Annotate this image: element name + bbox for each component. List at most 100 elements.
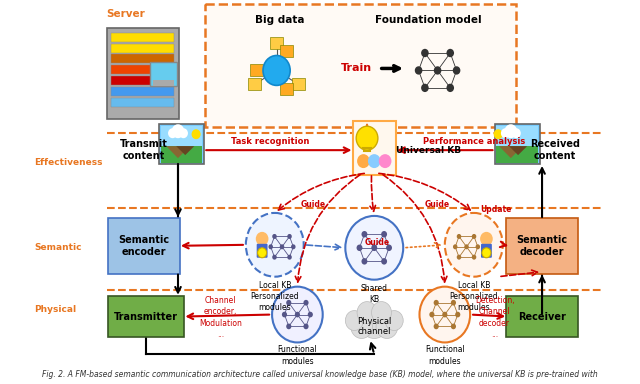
- Circle shape: [368, 154, 381, 168]
- Circle shape: [453, 244, 458, 249]
- Circle shape: [280, 244, 284, 249]
- Circle shape: [362, 231, 367, 237]
- Circle shape: [445, 213, 502, 277]
- Bar: [153, 80, 174, 86]
- Circle shape: [379, 154, 392, 168]
- Text: Local KB
Personalized
modules: Local KB Personalized modules: [250, 281, 299, 312]
- Text: Functional
modules: Functional modules: [425, 346, 465, 366]
- FancyBboxPatch shape: [481, 244, 492, 258]
- Bar: [111, 43, 174, 53]
- Text: Effectiveness: Effectiveness: [34, 157, 102, 167]
- Text: Physical: Physical: [34, 305, 76, 314]
- FancyBboxPatch shape: [257, 244, 268, 258]
- FancyBboxPatch shape: [495, 124, 540, 164]
- Circle shape: [415, 66, 422, 74]
- Text: Received
content: Received content: [530, 139, 580, 161]
- FancyBboxPatch shape: [353, 121, 396, 175]
- Circle shape: [357, 154, 370, 168]
- Bar: [250, 65, 263, 76]
- Circle shape: [476, 244, 480, 249]
- Text: Update: Update: [480, 205, 511, 214]
- Bar: [280, 45, 293, 58]
- Text: Train: Train: [340, 63, 372, 73]
- Polygon shape: [499, 146, 523, 158]
- Circle shape: [429, 312, 435, 318]
- Bar: [248, 78, 261, 90]
- Text: Fig. 2. A FM-based semantic communication architecture called universal knowledg: Fig. 2. A FM-based semantic communicatio…: [42, 370, 598, 379]
- Bar: [270, 36, 283, 48]
- Circle shape: [282, 312, 287, 318]
- Bar: [111, 55, 174, 63]
- Circle shape: [434, 66, 442, 74]
- Circle shape: [493, 129, 502, 139]
- Circle shape: [362, 258, 367, 265]
- FancyBboxPatch shape: [108, 218, 180, 274]
- Circle shape: [501, 128, 510, 138]
- Circle shape: [346, 216, 403, 280]
- Circle shape: [356, 245, 362, 251]
- Circle shape: [482, 248, 491, 258]
- Text: Detection,
Channel
decoder
...: Detection, Channel decoder ...: [475, 296, 515, 339]
- FancyBboxPatch shape: [108, 296, 184, 338]
- FancyBboxPatch shape: [150, 63, 177, 86]
- Circle shape: [457, 255, 461, 260]
- Circle shape: [381, 258, 387, 265]
- Polygon shape: [176, 146, 195, 155]
- Circle shape: [356, 126, 378, 150]
- Circle shape: [272, 255, 276, 260]
- Circle shape: [421, 49, 429, 57]
- Circle shape: [286, 324, 291, 329]
- Circle shape: [287, 234, 292, 239]
- Text: Big data: Big data: [255, 15, 304, 25]
- Circle shape: [287, 255, 292, 260]
- Circle shape: [421, 84, 429, 92]
- Circle shape: [451, 324, 456, 329]
- Circle shape: [434, 300, 439, 306]
- Circle shape: [246, 213, 304, 277]
- Circle shape: [291, 244, 296, 249]
- Circle shape: [455, 312, 460, 318]
- Circle shape: [272, 234, 276, 239]
- Bar: [111, 76, 174, 85]
- Circle shape: [303, 300, 308, 306]
- Circle shape: [504, 124, 517, 138]
- Text: Semantic: Semantic: [34, 243, 82, 252]
- Circle shape: [179, 128, 188, 138]
- Circle shape: [308, 312, 313, 318]
- Bar: [497, 146, 538, 163]
- Text: Semantic
encoder: Semantic encoder: [118, 235, 170, 257]
- Circle shape: [385, 311, 403, 331]
- Circle shape: [295, 312, 300, 318]
- Text: Guide: Guide: [425, 200, 450, 209]
- FancyBboxPatch shape: [497, 126, 538, 146]
- Circle shape: [381, 231, 387, 237]
- Circle shape: [268, 244, 273, 249]
- Circle shape: [457, 234, 461, 239]
- Circle shape: [256, 232, 268, 246]
- Circle shape: [263, 56, 290, 85]
- FancyBboxPatch shape: [506, 296, 578, 338]
- Circle shape: [472, 255, 476, 260]
- Text: Channel
encoder,
Modulation
...: Channel encoder, Modulation ...: [199, 296, 242, 339]
- Circle shape: [372, 301, 392, 324]
- Bar: [111, 65, 174, 74]
- Bar: [111, 88, 174, 96]
- Text: Foundation model: Foundation model: [375, 15, 482, 25]
- FancyBboxPatch shape: [159, 124, 204, 164]
- FancyBboxPatch shape: [106, 28, 179, 119]
- Circle shape: [464, 244, 468, 249]
- Circle shape: [480, 232, 493, 246]
- Circle shape: [272, 287, 323, 343]
- Circle shape: [191, 129, 200, 139]
- Circle shape: [376, 314, 398, 338]
- FancyBboxPatch shape: [161, 126, 202, 146]
- Circle shape: [351, 314, 372, 338]
- Text: Universal KB: Universal KB: [396, 146, 461, 155]
- Circle shape: [303, 324, 308, 329]
- Text: Local KB
Personalized
modules: Local KB Personalized modules: [449, 281, 498, 312]
- Text: Guide: Guide: [364, 238, 390, 247]
- Text: Performance analysis: Performance analysis: [422, 137, 525, 146]
- Text: Functional
modules: Functional modules: [278, 346, 317, 366]
- Circle shape: [357, 301, 377, 324]
- Circle shape: [434, 324, 439, 329]
